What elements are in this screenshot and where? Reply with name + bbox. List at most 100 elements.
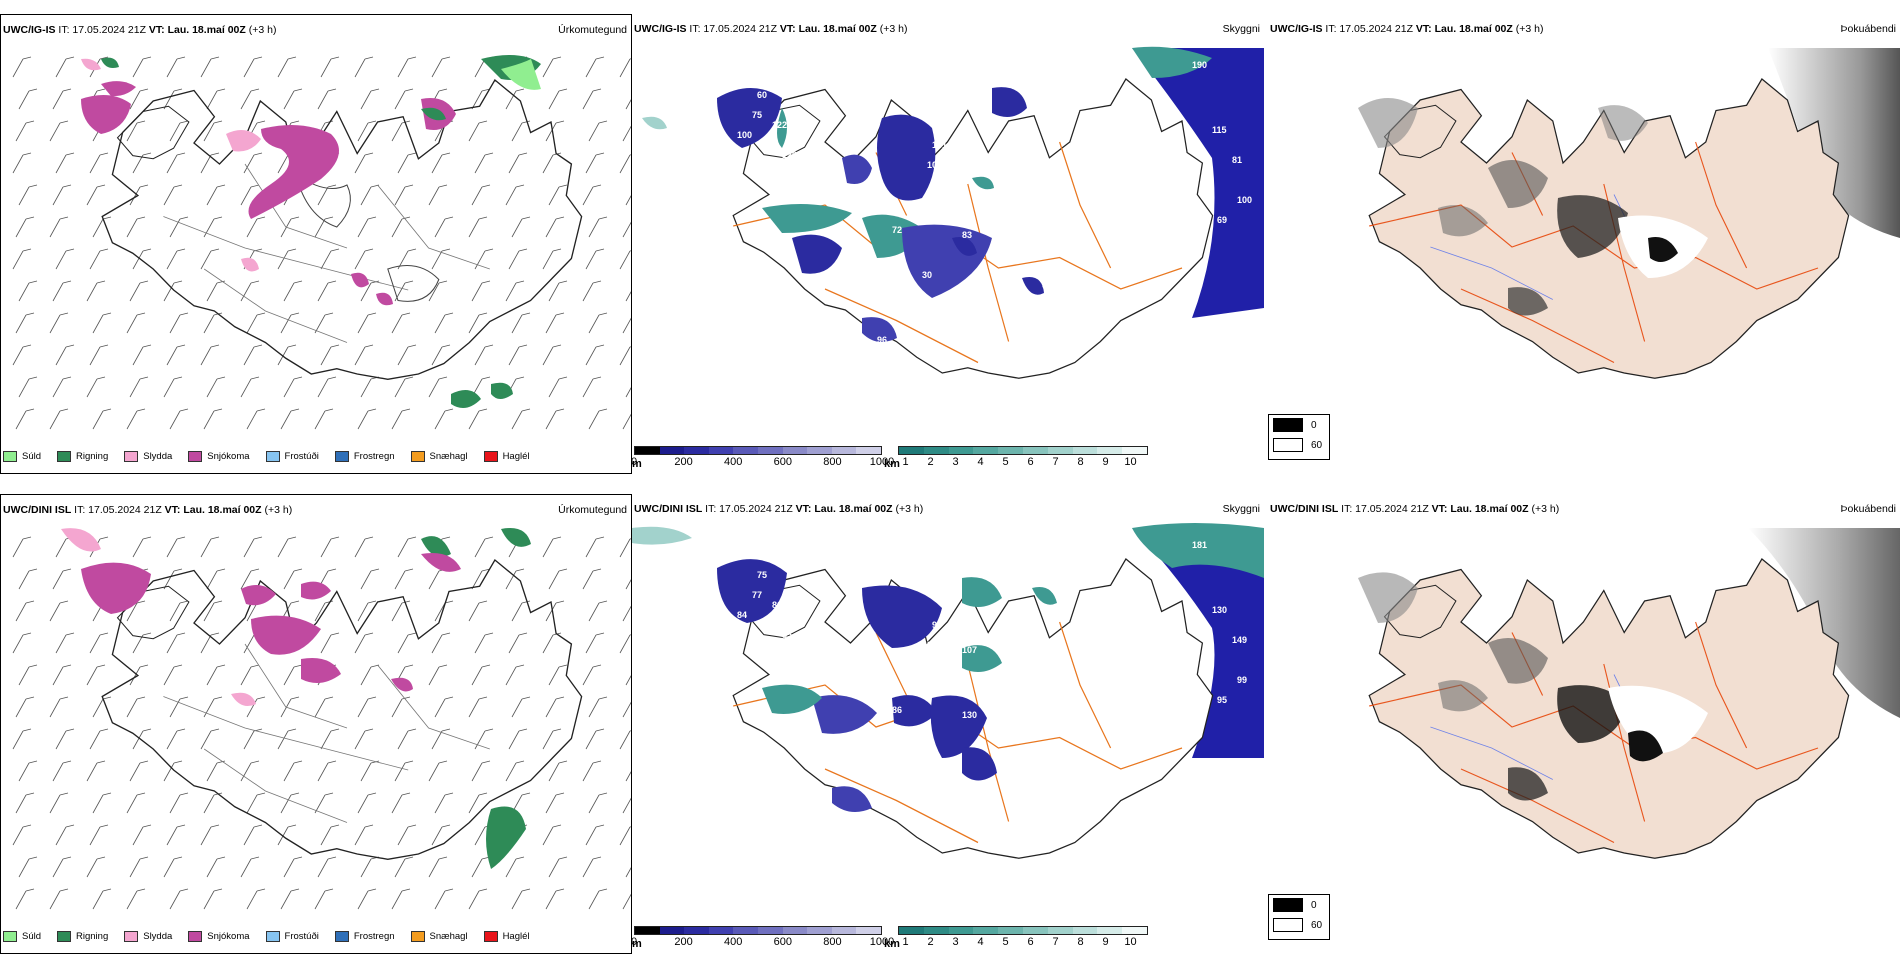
- wind-barb: [86, 664, 106, 686]
- colorbar-segment: [1072, 927, 1098, 934]
- colorbar-tick-label: 2: [927, 456, 934, 468]
- wind-barb: [280, 216, 300, 238]
- colorbar-segment: [948, 927, 974, 934]
- colorbar-tick-label: 5: [1002, 456, 1009, 468]
- panel-header: UWC/DINI ISL IT: 17.05.2024 21Z VT: Lau.…: [634, 502, 1260, 516]
- wind-barb: [394, 184, 414, 206]
- wind-barb: [206, 184, 226, 206]
- wind-barb: [52, 568, 72, 590]
- colorbar-segment: [782, 927, 808, 934]
- wind-barb: [283, 88, 303, 110]
- wind-barb: [360, 376, 380, 398]
- wind-barb: [132, 344, 152, 366]
- wind-barb: [18, 184, 38, 206]
- wind-barb: [397, 728, 417, 750]
- wind-barb: [391, 216, 411, 238]
- panel-visibility-row2: UWC/DINI ISL IT: 17.05.2024 21Z VT: Lau.…: [632, 494, 1264, 954]
- wind-barb: [86, 376, 106, 398]
- wind-barb: [12, 344, 32, 366]
- wind-barb: [314, 408, 334, 430]
- visibility-value-label: 72: [892, 225, 902, 235]
- wind-barb: [622, 605, 631, 622]
- wind-barb: [12, 56, 32, 78]
- colorbar-segment: [708, 927, 734, 934]
- wind-barb: [545, 696, 565, 718]
- precip-legend-swatch: [3, 930, 17, 942]
- model-source: UWC/DINI ISL: [3, 504, 72, 516]
- colorbar-tick-label: 3: [952, 456, 959, 468]
- colorbar-tick-label: 5: [1002, 936, 1009, 948]
- wind-barb: [52, 376, 72, 398]
- wind-barb: [468, 408, 488, 430]
- wind-barb: [434, 792, 454, 814]
- colorbar-segment: [1047, 927, 1073, 934]
- colorbar-segment: [757, 447, 783, 454]
- wind-barb: [15, 792, 35, 814]
- wind-barb: [169, 792, 189, 814]
- wind-barb: [548, 760, 568, 782]
- wind-barb: [320, 248, 340, 270]
- precip-legend-item: Haglél: [483, 450, 530, 462]
- colorbar-segment: [1122, 927, 1147, 934]
- panel-fog-row1: UWC/IG-IS IT: 17.05.2024 21Z VT: Lau. 18…: [1268, 14, 1900, 474]
- wind-barb: [508, 152, 528, 174]
- wind-barb: [169, 600, 189, 622]
- wind-barb: [166, 248, 186, 270]
- visibility-value-label: 67: [847, 255, 857, 265]
- wind-barb: [354, 152, 374, 174]
- wind-barb: [511, 408, 531, 430]
- colorbar-segment: [831, 447, 857, 454]
- wind-barb: [360, 664, 380, 686]
- wind-barb: [15, 696, 35, 718]
- visibility-value-label: 122: [772, 120, 787, 130]
- panel-precip-row2: UWC/DINI ISL IT: 17.05.2024 21Z VT: Lau.…: [0, 494, 632, 954]
- precip-legend-item: Rigning: [57, 450, 109, 462]
- wind-barb: [18, 856, 38, 878]
- wind-barb: [471, 280, 491, 302]
- fog-legend-swatch: [1273, 918, 1303, 932]
- wind-barb: [89, 344, 109, 366]
- wind-barb: [545, 216, 565, 238]
- precip-legend-swatch: [124, 450, 139, 462]
- precip-legend-item: Snjókoma: [188, 930, 250, 942]
- colorbar-tick-label: 8: [1077, 456, 1084, 468]
- colorbar-segment: [659, 447, 685, 454]
- colorbar-tick-label: 8: [1077, 936, 1084, 948]
- wind-barb: [468, 216, 488, 238]
- wind-barb: [397, 56, 417, 78]
- fog-legend-item: 60: [1269, 915, 1329, 935]
- init-time: IT: 17.05.2024 21Z: [689, 23, 777, 35]
- colorbar-tick-label: 2: [927, 936, 934, 948]
- wind-barb: [283, 568, 303, 590]
- precip-legend-label: Slydda: [143, 450, 173, 462]
- colorbar-segment: [1097, 927, 1123, 934]
- wind-barb: [548, 856, 568, 878]
- visibility-value-label: 75: [757, 570, 767, 580]
- wind-barb: [163, 184, 183, 206]
- precip-legend-swatch: [3, 450, 17, 462]
- wind-barb: [200, 56, 220, 78]
- wind-barb: [203, 216, 223, 238]
- wind-barb: [18, 280, 38, 302]
- wind-barb: [49, 696, 69, 718]
- wind-barb: [505, 856, 525, 878]
- wind-barb: [55, 632, 75, 654]
- panel-header: UWC/DINI ISL IT: 17.05.2024 21Z VT: Lau.…: [1270, 502, 1896, 516]
- colorbar-tick-label: 200: [674, 936, 693, 948]
- wind-barb: [169, 312, 189, 334]
- wind-barb: [622, 701, 631, 718]
- wind-barb: [129, 856, 149, 878]
- precip-legend-label: Haglél: [502, 930, 530, 942]
- wind-barb: [431, 248, 451, 270]
- wind-barb: [508, 632, 528, 654]
- precip-legend-label: Rigning: [76, 450, 109, 462]
- visibility-value-label: 81: [1232, 155, 1242, 165]
- wind-barb: [55, 824, 75, 846]
- precip-legend-swatch: [334, 450, 349, 462]
- colorbar-segment: [782, 447, 808, 454]
- wind-barb: [15, 312, 35, 334]
- visibility-colorbar-km: 1 2 3 4 5 6 7 8 9 10: [898, 926, 1148, 954]
- visibility-value-label: 75: [752, 110, 762, 120]
- wind-barb: [471, 664, 491, 686]
- visibility-map: 181 130 149 99 95 99 75 86 84 85 77 99 92 107 113 86 130…: [632, 518, 1264, 918]
